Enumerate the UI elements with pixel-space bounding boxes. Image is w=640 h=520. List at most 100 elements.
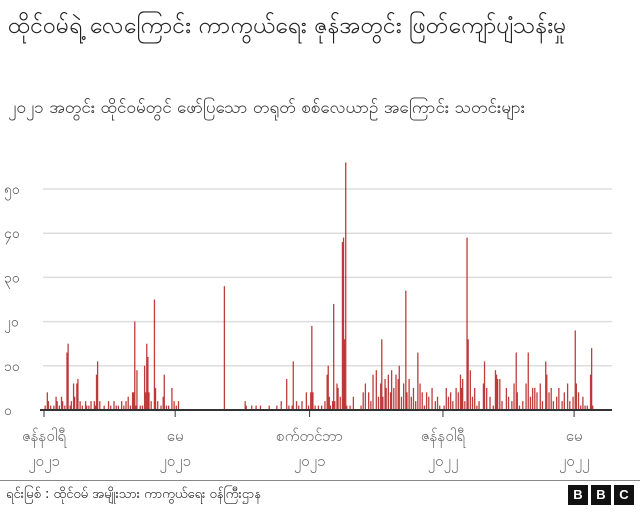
bar <box>291 405 293 410</box>
bar <box>419 383 421 410</box>
bar <box>390 370 393 410</box>
bar <box>393 387 395 410</box>
bar <box>574 330 576 410</box>
bar <box>527 352 529 410</box>
bar <box>539 383 541 410</box>
bar <box>471 396 474 410</box>
bar <box>495 374 498 410</box>
bar <box>457 392 459 410</box>
x-tick-month: စက်တင်ဘာ <box>276 427 343 445</box>
bar <box>447 396 450 410</box>
bar <box>84 401 87 410</box>
bar <box>337 387 339 410</box>
bar <box>489 396 491 410</box>
bar <box>334 401 336 410</box>
bar <box>61 401 64 410</box>
bar <box>455 387 457 410</box>
bar <box>286 379 288 410</box>
bbc-logo-letter: B <box>568 485 588 505</box>
bar <box>74 396 76 410</box>
bar <box>550 387 552 410</box>
bar <box>397 379 399 410</box>
bar <box>301 401 303 410</box>
bar <box>417 352 419 410</box>
bars <box>44 162 594 410</box>
bar <box>244 401 246 410</box>
bar <box>175 405 177 410</box>
bar <box>94 405 97 410</box>
bar <box>310 392 312 410</box>
bar <box>47 401 50 410</box>
bar <box>139 405 141 410</box>
x-tick-year: ၂၀၂၂ <box>559 452 590 473</box>
bar <box>546 374 548 410</box>
bar <box>121 401 123 410</box>
bar <box>336 383 338 410</box>
bar <box>382 396 384 410</box>
bar <box>223 286 226 410</box>
bar <box>515 352 517 410</box>
bar <box>72 383 75 410</box>
bar <box>143 365 146 410</box>
bar <box>548 392 550 410</box>
bar <box>295 401 298 410</box>
bar <box>575 383 577 410</box>
bar <box>474 387 476 410</box>
bar <box>561 401 563 410</box>
bar <box>314 405 316 410</box>
bar <box>425 392 428 410</box>
bar <box>53 405 55 410</box>
bar <box>125 401 127 410</box>
bar <box>160 405 162 410</box>
bar <box>462 379 464 410</box>
y-tick-label: ၅၀ <box>4 182 20 200</box>
bar <box>148 392 150 410</box>
bar <box>46 392 48 410</box>
y-tick-label: ၃၀ <box>4 270 20 288</box>
bbc-logo-letter: B <box>591 485 611 505</box>
bar <box>168 405 170 410</box>
bar <box>64 405 66 410</box>
bar <box>346 405 348 410</box>
bar <box>449 392 452 410</box>
bar <box>505 387 508 410</box>
bar <box>343 339 346 410</box>
bar <box>147 356 149 410</box>
x-tick-month: မေ <box>167 427 184 445</box>
bar <box>162 396 164 410</box>
source-note: ရင်းမြစ် : ထိုင်ဝမ် အမျိုးသား ကာကွယ်ရေး … <box>6 487 261 502</box>
y-tick-label: ၄၀ <box>4 226 20 244</box>
bar <box>298 405 300 410</box>
bar <box>572 396 574 410</box>
bar <box>467 339 469 410</box>
bar <box>431 387 433 410</box>
bar <box>389 392 392 410</box>
bar <box>324 401 326 410</box>
bar <box>146 343 148 410</box>
bar <box>67 343 69 410</box>
bar <box>145 392 147 410</box>
bar <box>135 405 137 410</box>
bar <box>333 303 335 410</box>
chart-title: ထိုင်ဝမ်ရဲ့ လေကြောင်း ကာကွယ်ရေး ဇုန်အတွင… <box>8 13 567 39</box>
bar <box>516 392 518 410</box>
bar <box>311 326 313 410</box>
bar <box>328 396 330 410</box>
bbc-logo-letter: C <box>614 485 634 505</box>
bar <box>123 405 125 410</box>
bar <box>563 392 565 410</box>
bar <box>469 370 471 410</box>
bar <box>99 401 101 410</box>
bar <box>400 396 403 410</box>
bar <box>434 401 436 410</box>
bar <box>326 374 328 410</box>
footer-divider <box>0 480 640 481</box>
bar <box>372 374 374 410</box>
bar <box>558 387 560 410</box>
bar <box>529 396 532 410</box>
bar <box>412 387 415 410</box>
bar <box>482 383 485 410</box>
bar <box>566 383 569 410</box>
bbc-logo: B B C <box>568 485 634 505</box>
bar <box>577 392 580 410</box>
